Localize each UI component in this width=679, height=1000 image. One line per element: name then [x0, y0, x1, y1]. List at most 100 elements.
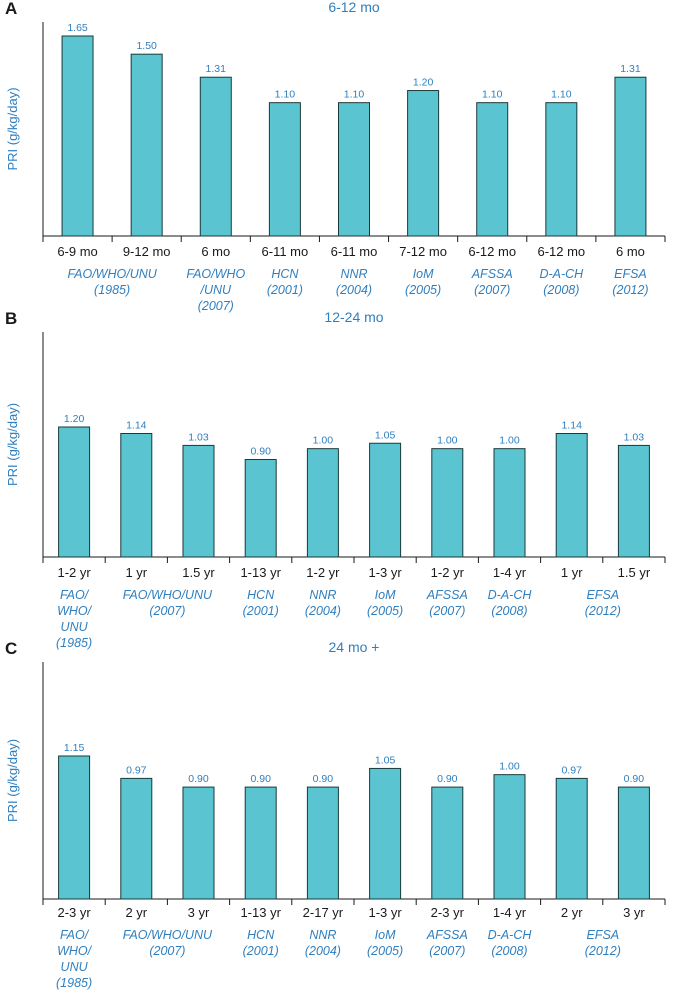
bar	[545, 102, 578, 237]
source-label: WHO/	[57, 944, 93, 958]
panel-letter: C	[5, 639, 17, 658]
bar	[369, 767, 402, 900]
category-label: 6-9 mo	[57, 244, 97, 259]
source-label: (2008)	[543, 283, 579, 297]
category-label: 1 yr	[561, 565, 583, 580]
data-label: 1.20	[413, 77, 434, 89]
category-label: 9-12 mo	[123, 244, 171, 259]
source-label: D-A-CH	[488, 588, 533, 602]
data-label: 1.15	[64, 742, 85, 754]
source-label: (2004)	[305, 604, 341, 618]
source-label: FAO/WHO/UNU	[67, 267, 157, 281]
bar	[407, 90, 440, 237]
source-label: (2001)	[243, 604, 279, 618]
source-label: /UNU	[199, 283, 232, 297]
bar	[338, 102, 370, 237]
category-label: 2-17 yr	[303, 905, 344, 920]
bar	[61, 35, 94, 237]
data-label: 1.03	[188, 431, 209, 443]
bar	[555, 433, 588, 558]
bar	[306, 786, 339, 900]
source-label: D-A-CH	[488, 928, 533, 942]
data-label: 1.10	[482, 89, 503, 101]
bar	[244, 786, 277, 900]
bar	[120, 433, 153, 558]
source-label: (2001)	[243, 944, 279, 958]
bar	[268, 102, 301, 237]
source-label: NNR	[309, 588, 336, 602]
category-label: 1-3 yr	[368, 565, 402, 580]
category-label: 6 mo	[616, 244, 645, 259]
category-label: 1-2 yr	[431, 565, 465, 580]
bar	[182, 444, 215, 558]
y-axis-label: PRI (g/kg/day)	[5, 403, 20, 486]
category-label: 1-4 yr	[493, 565, 527, 580]
source-label: (2004)	[336, 283, 372, 297]
category-label: 6-12 mo	[468, 244, 516, 259]
bar	[369, 442, 402, 558]
data-label: 1.20	[64, 413, 85, 425]
source-label: IoM	[413, 267, 434, 281]
bar	[614, 76, 647, 237]
source-label: D-A-CH	[539, 267, 584, 281]
source-label: (2007)	[149, 604, 185, 618]
data-label: 0.90	[313, 773, 334, 785]
category-label: 7-12 mo	[399, 244, 447, 259]
source-label: (2012)	[612, 283, 648, 297]
source-label: (2007)	[149, 944, 185, 958]
source-label: (2008)	[491, 944, 527, 958]
source-label: NNR	[309, 928, 336, 942]
source-label: (2005)	[367, 944, 403, 958]
data-label: 1.65	[67, 22, 88, 34]
source-label: FAO/WHO/UNU	[123, 928, 213, 942]
category-label: 6-12 mo	[537, 244, 585, 259]
bar	[617, 444, 650, 558]
source-label: HCN	[247, 588, 275, 602]
bar	[244, 459, 277, 558]
data-label: 1.31	[620, 63, 641, 75]
y-axis-label: PRI (g/kg/day)	[5, 739, 20, 822]
data-label: 0.90	[250, 446, 271, 458]
source-label: EFSA	[586, 928, 619, 942]
data-label: 1.00	[499, 761, 520, 773]
category-label: 1-13 yr	[240, 565, 281, 580]
data-label: 0.90	[437, 773, 458, 785]
source-label: EFSA	[614, 267, 647, 281]
data-label: 0.97	[126, 764, 147, 776]
data-label: 1.10	[275, 89, 296, 101]
bar	[431, 448, 464, 558]
panel-a: A 6-12 mo PRI (g/kg/day) 1.65 6-9 mo 1.50 9-12…	[5, 0, 666, 313]
data-label: 1.00	[499, 435, 520, 447]
source-label: (2005)	[405, 283, 441, 297]
category-label: 6 mo	[201, 244, 230, 259]
data-label: 0.90	[624, 773, 645, 785]
bar	[306, 448, 339, 558]
bar	[199, 76, 232, 237]
data-label: 1.10	[344, 89, 365, 101]
source-label: (2007)	[198, 299, 234, 313]
category-label: 6-11 mo	[331, 244, 378, 259]
panel-letter: A	[5, 0, 17, 18]
panel-title: 6-12 mo	[328, 0, 380, 15]
data-label: 1.05	[375, 429, 396, 441]
panel-title: 12-24 mo	[324, 309, 383, 325]
source-label: AFSSA	[426, 928, 468, 942]
data-label: 0.90	[250, 773, 271, 785]
source-label: UNU	[61, 620, 89, 634]
category-label: 3 yr	[623, 905, 645, 920]
panel-title: 24 mo +	[329, 639, 380, 655]
bar	[130, 53, 163, 237]
data-label: 0.97	[561, 764, 582, 776]
y-axis-label: PRI (g/kg/day)	[5, 87, 20, 170]
data-label: 1.14	[126, 420, 147, 432]
category-label: 1-4 yr	[493, 905, 527, 920]
category-label: 1.5 yr	[618, 565, 651, 580]
category-label: 1 yr	[125, 565, 147, 580]
bar	[182, 786, 215, 900]
source-label: FAO/	[60, 928, 90, 942]
panel-c: C 24 mo + PRI (g/kg/day) 1.15 2-3 yr 0.97 2 yr…	[5, 639, 666, 990]
bar	[58, 426, 91, 558]
category-label: 1.5 yr	[182, 565, 215, 580]
category-label: 2-3 yr	[431, 905, 465, 920]
